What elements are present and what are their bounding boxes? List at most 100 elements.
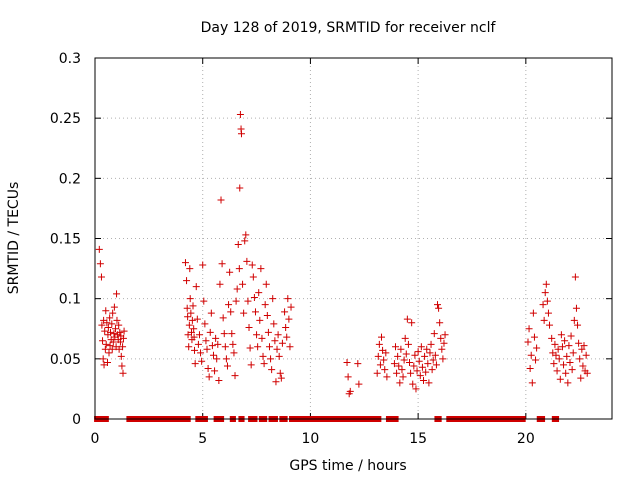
data-point xyxy=(403,315,411,323)
tick-labels: 0 5 10 15 20 0 0.05 0.1 0.15 0.2 0.25 0.3 xyxy=(50,51,535,447)
x-tick-label: 20 xyxy=(517,431,535,447)
data-point xyxy=(185,321,193,329)
data-point xyxy=(113,316,121,324)
data-point xyxy=(206,328,214,336)
data-point xyxy=(236,111,244,119)
data-point xyxy=(578,345,586,353)
data-point xyxy=(111,325,119,333)
data-point xyxy=(550,360,558,368)
data-point xyxy=(246,344,254,352)
data-point xyxy=(262,280,270,288)
data-point xyxy=(412,385,420,393)
data-point xyxy=(216,280,224,288)
data-point xyxy=(374,352,382,360)
data-point xyxy=(380,356,388,364)
data-point xyxy=(579,362,587,370)
data-point xyxy=(284,295,292,303)
data-point xyxy=(188,316,196,324)
data-point xyxy=(530,333,538,341)
data-point xyxy=(218,260,226,268)
data-point xyxy=(119,369,127,377)
data-point xyxy=(574,321,582,329)
data-point xyxy=(568,366,576,374)
data-point xyxy=(185,343,193,351)
data-point xyxy=(103,358,111,366)
x-tick-label: 0 xyxy=(91,431,100,447)
data-point xyxy=(212,334,220,342)
data-point xyxy=(434,301,442,309)
data-point xyxy=(557,331,565,339)
data-point xyxy=(416,372,424,380)
data-point xyxy=(551,340,559,348)
data-point xyxy=(191,360,199,368)
data-point xyxy=(555,355,563,363)
data-point xyxy=(411,351,419,359)
data-point xyxy=(96,260,104,268)
data-point xyxy=(253,331,261,339)
y-tick-label: 0.1 xyxy=(59,292,81,308)
data-point xyxy=(194,340,202,348)
data-point xyxy=(542,280,550,288)
data-point xyxy=(251,308,259,316)
data-point xyxy=(99,337,107,345)
data-point xyxy=(234,241,242,249)
data-point xyxy=(113,290,121,298)
data-point xyxy=(116,328,124,336)
data-point xyxy=(583,369,591,377)
data-point xyxy=(383,373,391,381)
data-point xyxy=(576,355,584,363)
data-point xyxy=(399,373,407,381)
data-point xyxy=(285,315,293,323)
data-point xyxy=(240,309,248,317)
data-point xyxy=(229,340,237,348)
data-point xyxy=(409,380,417,388)
data-point xyxy=(441,331,449,339)
data-point xyxy=(564,379,572,387)
data-point xyxy=(527,351,535,359)
data-point xyxy=(273,345,281,353)
data-point xyxy=(236,184,244,192)
data-point xyxy=(572,304,580,312)
data-point xyxy=(271,337,279,345)
data-point xyxy=(571,273,579,281)
data-point xyxy=(202,337,210,345)
data-point xyxy=(436,319,444,327)
data-point xyxy=(437,334,445,342)
data-point xyxy=(415,357,423,365)
data-point xyxy=(263,312,271,320)
data-point xyxy=(120,327,128,335)
data-point xyxy=(195,331,203,339)
data-point xyxy=(214,340,222,348)
data-point xyxy=(267,355,275,363)
data-point xyxy=(423,345,431,353)
data-point xyxy=(193,315,201,323)
data-point xyxy=(109,309,117,317)
data-point xyxy=(525,325,533,333)
data-point xyxy=(110,303,118,311)
y-tick-label: 0.2 xyxy=(59,171,81,187)
data-point xyxy=(541,289,549,297)
data-point xyxy=(529,309,537,317)
data-point xyxy=(217,196,225,204)
data-point xyxy=(231,372,239,380)
data-point xyxy=(406,358,414,366)
y-tick-label: 0 xyxy=(72,412,81,428)
data-point xyxy=(258,334,266,342)
data-point xyxy=(189,302,197,310)
data-point xyxy=(108,345,116,353)
data-point xyxy=(249,273,257,281)
data-point xyxy=(108,320,116,328)
data-point xyxy=(104,324,112,332)
data-point xyxy=(567,332,575,340)
data-point xyxy=(548,334,556,342)
data-point xyxy=(222,355,230,363)
data-point xyxy=(254,343,262,351)
data-point xyxy=(250,293,258,301)
data-point xyxy=(410,362,418,370)
data-point xyxy=(278,339,286,347)
data-point xyxy=(569,349,577,357)
data-point xyxy=(554,345,562,353)
data-point xyxy=(244,297,252,305)
data-point xyxy=(286,343,294,351)
